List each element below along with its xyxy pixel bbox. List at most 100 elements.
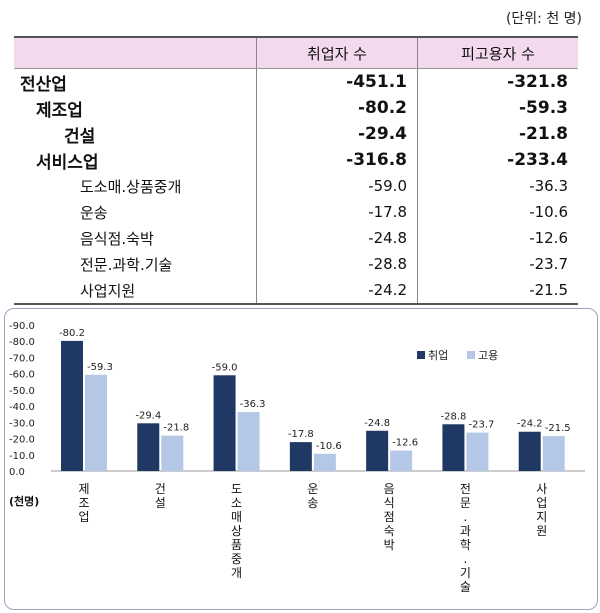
row-label: 사업지원	[14, 277, 257, 305]
row-label: 전문.과학.기술	[80, 255, 173, 274]
category-label-char: 중	[231, 552, 242, 566]
row-label: 서비스업	[36, 152, 99, 173]
category-label-char: 사	[536, 482, 547, 496]
y-axis-label: (천명)	[9, 494, 39, 508]
row-label: 제조업	[36, 100, 83, 121]
data-label: -10.6	[316, 441, 342, 452]
y-tick-label: -70.0	[9, 353, 35, 364]
category-label-char: 운	[307, 482, 318, 496]
table-row: 전문.과학.기술 -28.8 -23.7	[14, 251, 578, 277]
header-employees: 피고용자 수	[417, 36, 578, 69]
row-label: 전산업	[20, 74, 67, 95]
category-label-char: 문	[460, 496, 471, 510]
category-label-char: 송	[307, 496, 318, 510]
employed-value: -28.8	[256, 251, 418, 277]
chart-panel: -90.0 -80.0 -70.0 -60.0 -50.0 -40.0 -30.0 -20.0…	[4, 308, 598, 610]
table-row: 제조업 -80.2 -59.3	[14, 95, 578, 121]
data-label: -21.5	[545, 423, 571, 434]
row-label: 도소매.상품중개	[80, 177, 182, 196]
y-tick-label: -10.0	[9, 451, 35, 462]
employees-value: -321.8	[417, 68, 578, 95]
category-label-char: 도	[231, 482, 242, 496]
bar-employed	[366, 430, 389, 471]
data-label: -21.8	[163, 423, 189, 434]
employees-value: -12.6	[417, 225, 578, 251]
bar-employed	[213, 375, 236, 471]
bar-employees	[542, 436, 565, 471]
bar-employed	[442, 424, 465, 471]
category-label-char: 숙	[384, 524, 395, 538]
category-label-char: 상	[231, 524, 242, 538]
employed-value: -316.8	[256, 147, 418, 173]
category-label-char: .	[464, 510, 468, 524]
table-row: 서비스업 -316.8 -233.4	[14, 147, 578, 173]
category-label-char: 전	[460, 482, 471, 496]
y-tick-label: -50.0	[9, 386, 35, 397]
category-label-char: 건	[155, 482, 166, 496]
employed-value: -59.0	[256, 173, 418, 199]
category-label-char: 식	[384, 496, 395, 510]
category-label-char: 과	[460, 524, 471, 538]
employed-value: -29.4	[256, 121, 418, 147]
employed-value: -80.2	[256, 95, 418, 121]
data-label: -29.4	[135, 410, 161, 421]
employees-value: -21.5	[417, 277, 578, 305]
category-label-char: 기	[460, 566, 471, 580]
employees-value: -233.4	[417, 147, 578, 173]
data-label: -59.3	[87, 362, 113, 373]
legend-swatch	[467, 351, 475, 359]
bar-chart: -90.0 -80.0 -70.0 -60.0 -50.0 -40.0 -30.0 -20.0…	[9, 321, 585, 594]
bar-employees	[466, 432, 489, 471]
header-employed: 취업자 수	[256, 36, 418, 69]
data-label: -28.8	[440, 411, 466, 422]
y-tick-label: -30.0	[9, 418, 35, 429]
category-label-char: 설	[155, 496, 166, 510]
bar-employees	[161, 435, 184, 471]
bar-employed	[61, 340, 83, 471]
category-label-char: 박	[384, 538, 395, 552]
data-label: -17.8	[288, 429, 314, 440]
row-label: 음식점.숙박	[80, 229, 154, 248]
data-label: -24.2	[517, 419, 543, 430]
category-label-char: 지	[536, 510, 547, 524]
employed-value: -17.8	[256, 199, 418, 225]
data-label: -80.2	[59, 328, 85, 339]
bar-employees	[85, 374, 107, 471]
category-label-char: 업	[536, 496, 547, 510]
category-label-char: 소	[231, 496, 242, 510]
row-label: 건설	[64, 126, 96, 147]
table-row: 사업지원 -24.2 -21.5	[14, 277, 578, 305]
table-row: 음식점.숙박 -24.8 -12.6	[14, 225, 578, 251]
table-header-row: 취업자 수 피고용자 수	[14, 36, 578, 69]
y-tick-label: -80.0	[9, 337, 35, 348]
bar-employed	[289, 442, 312, 471]
employees-value: -21.8	[417, 121, 578, 147]
category-label-char: .	[464, 552, 468, 566]
y-tick-label: -90.0	[9, 321, 35, 332]
category-label-char: 품	[231, 538, 242, 552]
header-label	[14, 36, 257, 69]
data-label: -59.0	[212, 362, 238, 373]
table-row: 운송 -17.8 -10.6	[14, 199, 578, 225]
table-row: 건설 -29.4 -21.8	[14, 121, 578, 147]
category-label-char: 조	[78, 496, 89, 510]
bar-employees	[313, 453, 336, 471]
bar-employees	[390, 450, 413, 471]
bar-employees	[237, 412, 260, 471]
category-label-char: 매	[231, 510, 242, 524]
row-label: 운송	[80, 203, 108, 222]
y-tick-label: -20.0	[9, 435, 35, 446]
y-tick-label: -40.0	[9, 402, 35, 413]
category-label-char: 음	[384, 482, 395, 496]
employed-value: -24.2	[256, 277, 418, 305]
data-label: -24.8	[364, 418, 390, 429]
category-label-char: 점	[384, 510, 395, 524]
category-label-char: 업	[78, 510, 89, 524]
bar-employed	[137, 423, 160, 471]
data-label: -36.3	[240, 399, 266, 410]
table-row: 전산업 -451.1 -321.8	[14, 68, 578, 95]
employees-value: -10.6	[417, 199, 578, 225]
employees-value: -23.7	[417, 251, 578, 277]
data-label: -23.7	[468, 420, 494, 431]
employed-value: -24.8	[256, 225, 418, 251]
